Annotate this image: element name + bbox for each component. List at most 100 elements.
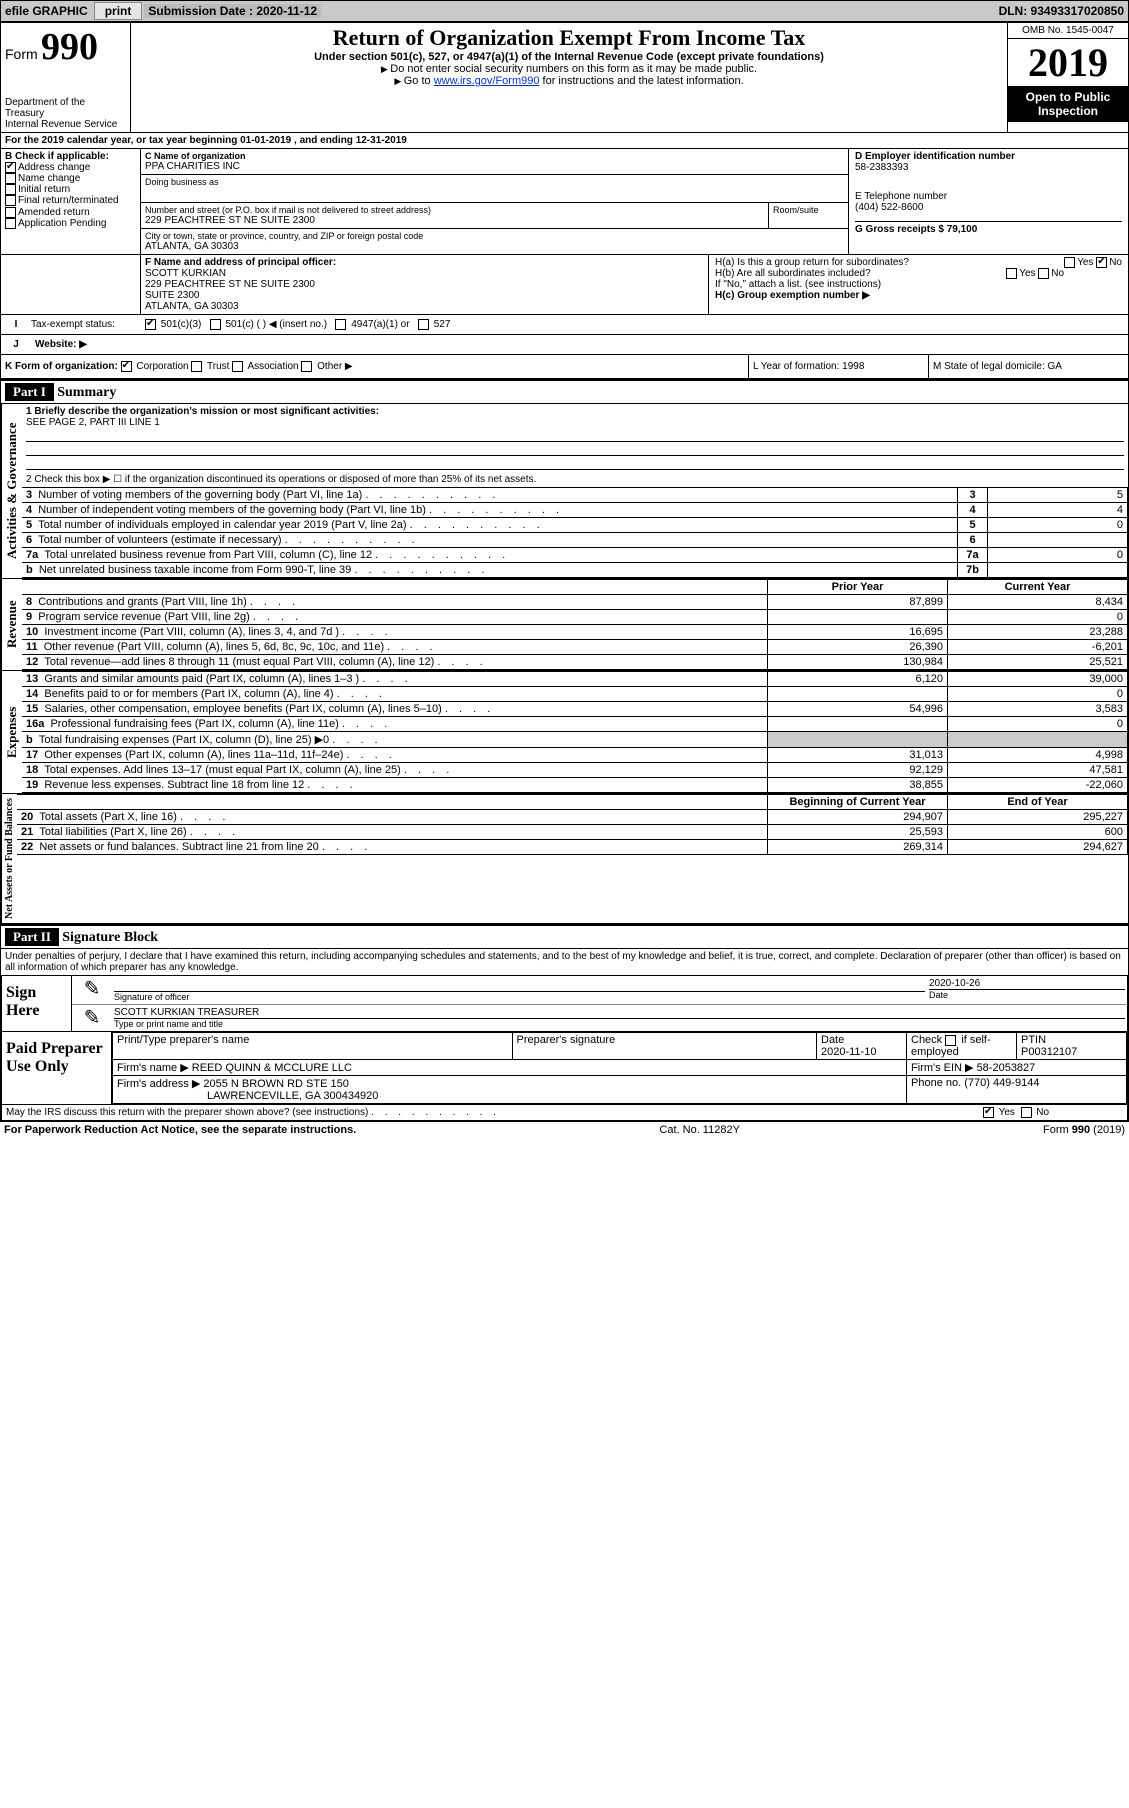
4947-cb[interactable] [335,319,346,330]
discuss-no-cb[interactable] [1021,1107,1032,1118]
other-cb[interactable] [301,361,312,372]
prep-date-hdr: Date [821,1034,844,1046]
discuss-yes: Yes [999,1107,1015,1118]
ha-yes: Yes [1077,257,1093,268]
firm-ein: 58-2053827 [977,1062,1036,1074]
penalties-text: Under penalties of perjury, I declare th… [1,949,1128,975]
city-label: City or town, state or province, country… [145,231,844,241]
box-hb: H(b) Are all subordinates included? Yes … [715,268,1122,279]
501c3-cb[interactable] [145,319,156,330]
assoc-label: Association [247,361,298,372]
527-cb[interactable] [418,319,429,330]
footer-mid: Cat. No. 11282Y [659,1124,740,1136]
table-row: 8 Contributions and grants (Part VIII, l… [22,595,1128,610]
officer-addr3: ATLANTA, GA 30303 [145,301,704,312]
table-row: 20 Total assets (Part X, line 16) . . . … [17,810,1128,825]
ha-yes-cb[interactable] [1064,257,1075,268]
goto-pre: Go to [404,75,434,87]
footer-right-bold: 990 [1072,1124,1090,1136]
irs-link[interactable]: www.irs.gov/Form990 [434,75,540,87]
501c3-label: 501(c)(3) [161,319,202,330]
trust-cb[interactable] [191,361,202,372]
firm-name: REED QUINN & MCCLURE LLC [192,1062,352,1074]
app-pending-cb[interactable] [5,218,16,229]
current-year-hdr: Current Year [948,580,1128,595]
initial-return-cb[interactable] [5,184,16,195]
firm-addr-label: Firm's address ▶ [117,1078,200,1090]
open-line2: Inspection [1010,104,1126,118]
officer-print-name: SCOTT KURKIAN TREASURER [114,1007,1125,1019]
phone-value: (404) 522-8600 [855,202,1122,213]
goto-post: for instructions and the latest informat… [539,75,743,87]
final-return-cb[interactable] [5,195,16,206]
footer-right-pre: Form [1043,1124,1072,1136]
4947-label: 4947(a)(1) or [351,319,409,330]
dln-label: DLN: 93493317020850 [995,4,1128,18]
paid-preparer-block: Paid Preparer Use Only Print/Type prepar… [1,1032,1128,1105]
final-return-label: Final return/terminated [18,196,119,207]
form-title: Return of Organization Exempt From Incom… [135,25,1003,51]
initial-return-label: Initial return [18,184,70,195]
self-emp-check-label: Check [911,1034,942,1046]
table-row: 5 Total number of individuals employed i… [22,518,1128,533]
501c-other-cb[interactable] [210,319,221,330]
name-change-cb[interactable] [5,173,16,184]
year-formation: L Year of formation: 1998 [748,355,928,378]
table-row: 19 Revenue less expenses. Subtract line … [22,778,1128,793]
discuss-label: May the IRS discuss this return with the… [6,1107,368,1118]
vert-expenses: Expenses [1,671,22,793]
discontinued-check: 2 Check this box ▶ ☐ if the organization… [22,472,1128,487]
assoc-cb[interactable] [232,361,243,372]
discuss-yes-cb[interactable] [983,1107,994,1118]
sign-here-label: Sign Here [2,976,72,1031]
dots-filler: . . . . . . . . . . [371,1107,500,1118]
pen-icon-2: ✎ [72,1005,112,1031]
table-row: 16a Professional fundraising fees (Part … [22,717,1128,732]
address-change-cb[interactable] [5,162,16,173]
footer-left: For Paperwork Reduction Act Notice, see … [4,1124,356,1136]
trust-label: Trust [207,361,229,372]
officer-addr2: SUITE 2300 [145,290,704,301]
table-row: b Net unrelated business taxable income … [22,563,1128,578]
prep-date: 2020-11-10 [821,1046,876,1058]
self-emp-cb[interactable] [945,1035,956,1046]
sig-officer-label: Signature of officer [114,992,925,1002]
top-toolbar: efile GRAPHIC print Submission Date : 20… [0,0,1129,22]
527-label: 527 [434,319,451,330]
vert-governance: Activities & Governance [1,404,22,578]
city-value: ATLANTA, GA 30303 [145,241,844,252]
preparer-table: Print/Type preparer's name Preparer's si… [112,1032,1127,1104]
table-row: 7a Total unrelated business revenue from… [22,548,1128,563]
paid-preparer-label: Paid Preparer Use Only [2,1032,112,1104]
other-label: Other ▶ [317,361,352,372]
hb-no-cb[interactable] [1038,268,1049,279]
footer-right-post: (2019) [1090,1124,1125,1136]
box-e-label: E Telephone number [855,191,1122,202]
firm-addr1: 2055 N BROWN RD STE 150 [203,1078,349,1090]
box-g-gross: G Gross receipts $ 79,100 [855,221,1122,235]
ptin-label: PTIN [1021,1034,1046,1046]
org-name: PPA CHARITIES INC [145,161,844,172]
table-row: 18 Total expenses. Add lines 13–17 (must… [22,763,1128,778]
hb-yes-cb[interactable] [1006,268,1017,279]
table-row: b Total fundraising expenses (Part IX, c… [22,732,1128,748]
ha-no: No [1109,257,1122,268]
submission-date: Submission Date : 2020-11-12 [144,4,321,18]
amended-return-cb[interactable] [5,207,16,218]
page-footer: For Paperwork Reduction Act Notice, see … [0,1122,1129,1138]
ha-no-cb[interactable] [1096,257,1107,268]
governance-table: 3 Number of voting members of the govern… [22,487,1128,578]
firm-ein-label: Firm's EIN ▶ [911,1062,974,1074]
room-suite-label: Room/suite [768,203,848,228]
corp-cb[interactable] [121,361,132,372]
open-line1: Open to Public [1010,90,1126,104]
discuss-no: No [1036,1107,1049,1118]
print-button[interactable]: print [94,2,143,20]
form-990-container: Form 990 Department of the Treasury Inte… [0,22,1129,1122]
box-b-checkboxes: B Check if applicable: Address change Na… [1,149,141,254]
efile-label: efile GRAPHIC [1,4,92,18]
ha-label: H(a) Is this a group return for subordin… [715,257,909,268]
table-row: 4 Number of independent voting members o… [22,503,1128,518]
dept-irs: Internal Revenue Service [5,119,126,130]
pen-icon: ✎ [72,976,112,1004]
